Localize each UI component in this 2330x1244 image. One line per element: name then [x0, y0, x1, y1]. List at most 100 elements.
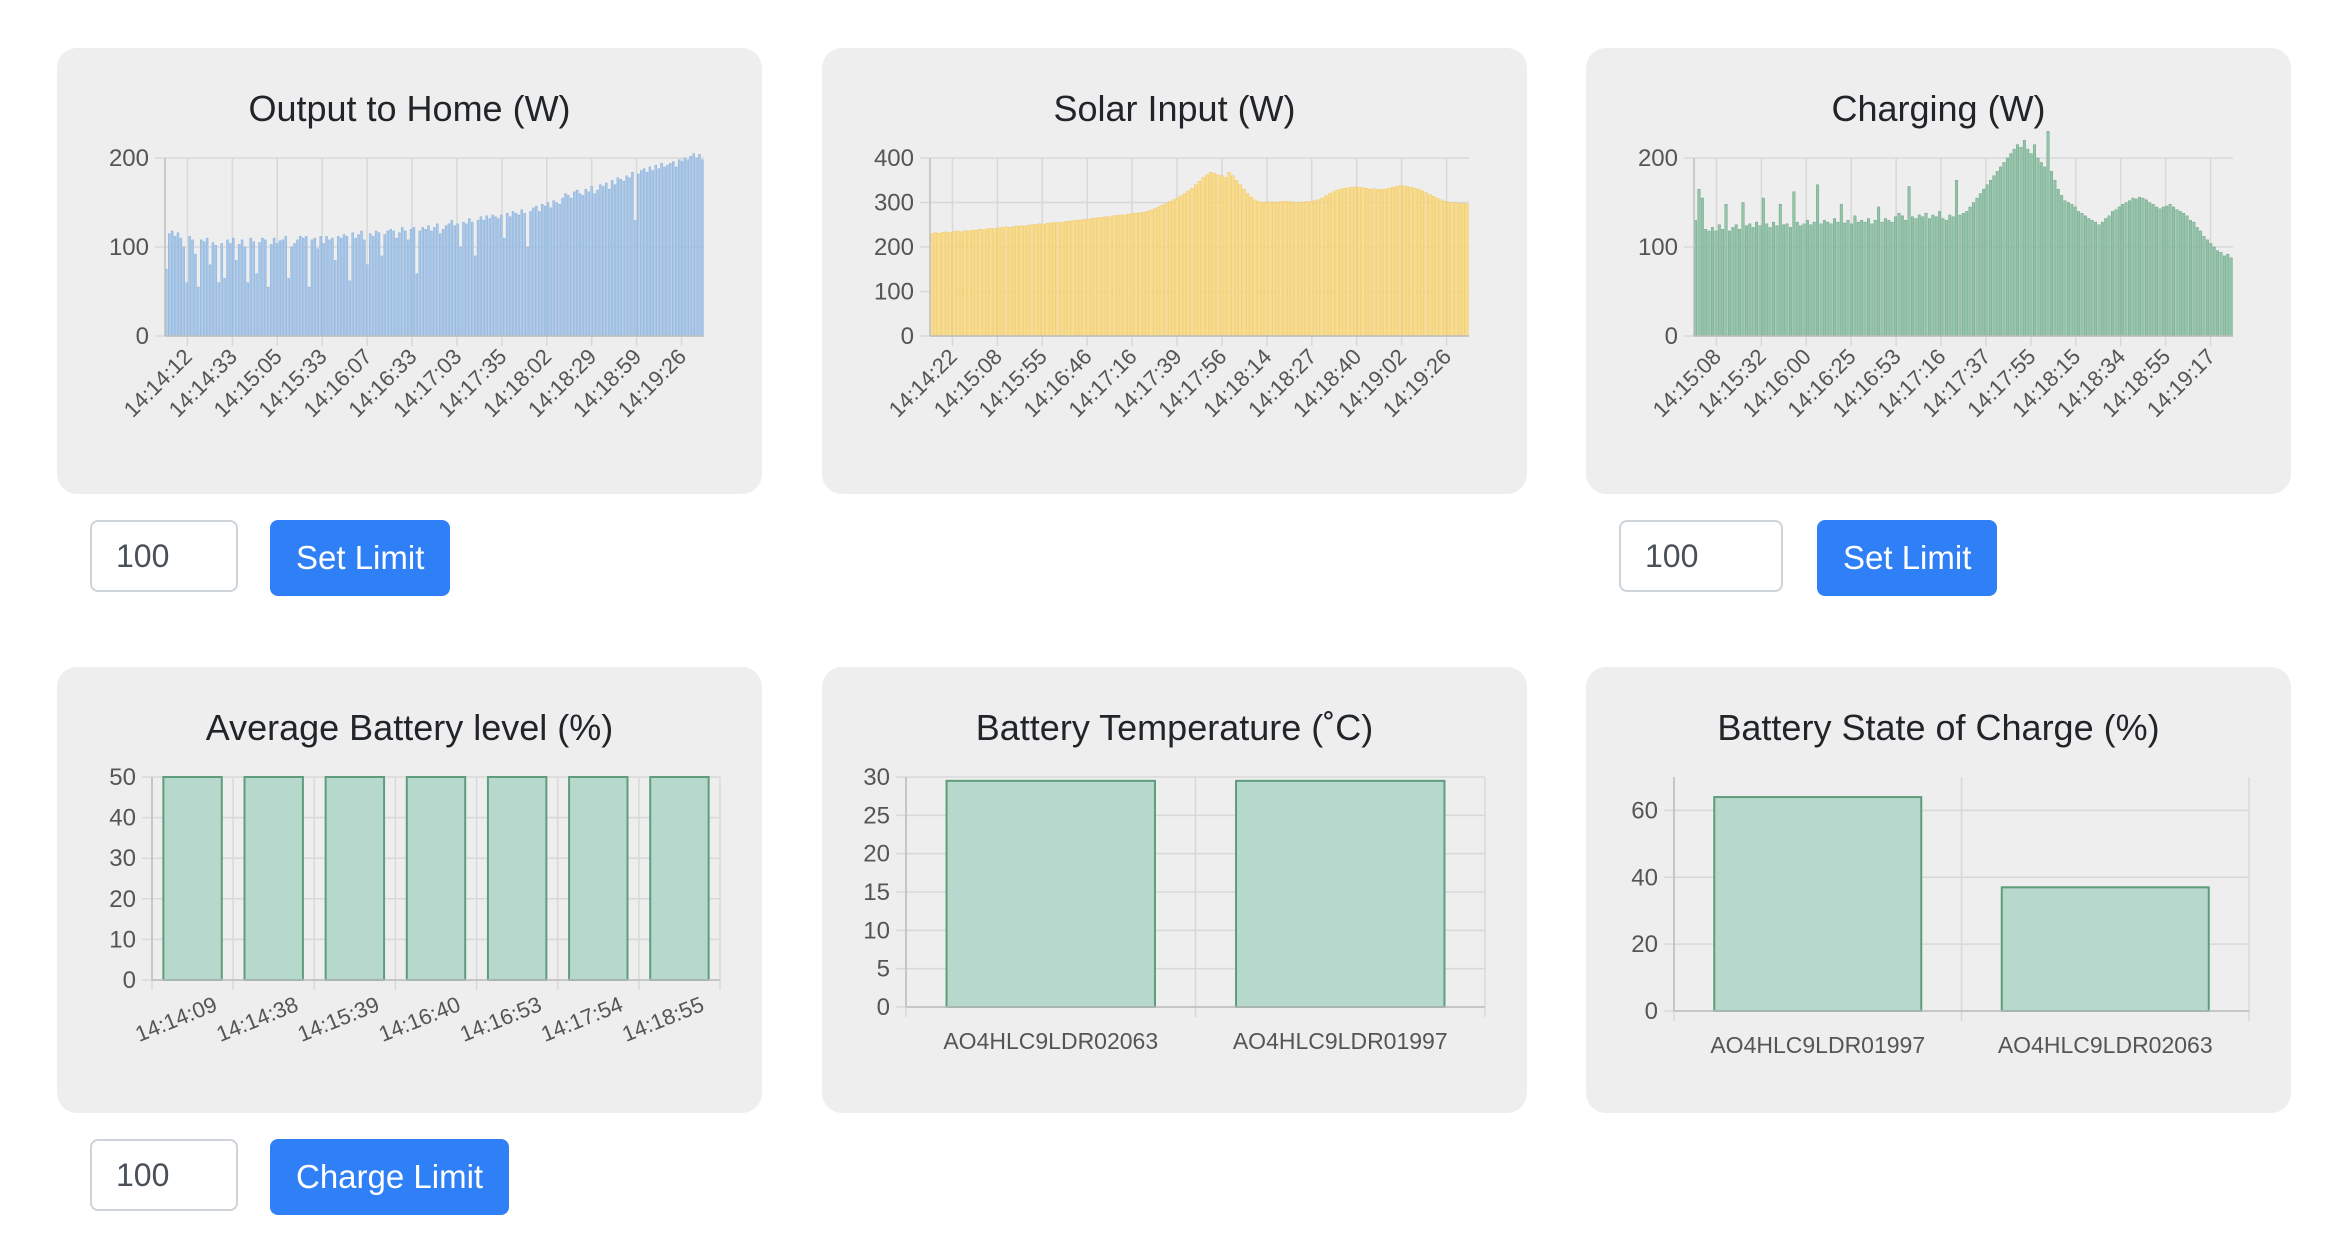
data-bar	[275, 243, 279, 337]
data-bar	[1350, 187, 1354, 337]
data-bar	[1063, 221, 1068, 337]
data-bar	[2070, 204, 2074, 337]
data-bar	[232, 237, 235, 337]
data-bar	[2066, 202, 2070, 337]
data-bar	[1968, 206, 1972, 337]
data-bar	[2168, 204, 2172, 337]
data-bar	[2104, 218, 2108, 337]
data-bar	[2141, 197, 2145, 337]
data-bar	[1194, 184, 1198, 337]
data-bar	[316, 248, 320, 337]
data-bar	[695, 157, 698, 337]
y-tick-label: 400	[874, 145, 914, 172]
data-bar	[2178, 211, 2182, 337]
data-bar	[993, 228, 997, 337]
data-bar	[2172, 206, 2175, 337]
set-charging-limit-button[interactable]: Set Limit	[1817, 520, 1998, 596]
data-bar	[307, 286, 311, 337]
data-bar	[689, 156, 692, 337]
data-bar	[1223, 177, 1227, 337]
output-limit-input[interactable]	[90, 520, 238, 592]
data-bar	[1201, 177, 1205, 337]
data-bar	[628, 177, 631, 337]
set-output-limit-button[interactable]: Set Limit	[270, 520, 451, 596]
charge-limit-input[interactable]	[90, 1139, 238, 1211]
data-bar	[1761, 197, 1765, 337]
data-bar	[173, 236, 177, 337]
data-bar	[302, 237, 305, 337]
data-bar	[322, 243, 325, 337]
data-bar	[1829, 223, 1833, 337]
data-bar	[296, 239, 299, 337]
data-bar	[1717, 224, 1721, 337]
data-bar	[1130, 213, 1135, 337]
data-bar	[319, 236, 322, 337]
data-bar	[1873, 220, 1877, 337]
data-bar	[497, 218, 500, 337]
data-bar	[168, 233, 171, 337]
data-bar	[552, 200, 556, 337]
y-tick-label: 200	[1638, 145, 1678, 172]
data-bar	[1298, 202, 1302, 337]
data-bar	[581, 195, 585, 337]
data-bar	[386, 230, 389, 337]
data-bar	[176, 232, 180, 337]
data-bar	[529, 211, 532, 337]
y-tick-label: 100	[109, 234, 149, 261]
data-bar	[505, 212, 509, 337]
data-bar	[532, 207, 535, 337]
data-bar	[2124, 202, 2128, 337]
charging-chart: 010020014:15:0814:15:3214:16:0014:16:251…	[1638, 131, 2233, 422]
data-bar	[1283, 200, 1287, 337]
data-bar	[476, 220, 480, 337]
data-bar	[310, 239, 314, 337]
data-bar	[2005, 157, 2009, 337]
data-bar	[660, 163, 663, 337]
data-bar	[1216, 174, 1220, 337]
data-bar	[243, 776, 304, 981]
data-bar	[1985, 184, 1989, 337]
data-bar	[1320, 197, 1324, 337]
data-bar	[369, 233, 372, 337]
data-bar	[602, 186, 605, 337]
data-bar	[2175, 209, 2179, 337]
data-bar	[1049, 222, 1053, 337]
data-bar	[1965, 211, 1969, 337]
data-bar	[2016, 144, 2020, 337]
data-bar	[1361, 187, 1365, 337]
data-bar	[1731, 227, 1735, 337]
data-bar	[1235, 779, 1446, 1009]
data-bar	[578, 193, 582, 337]
solar-input-card: Solar Input (W) 0 100 200 300 400 14:14:22 14:…	[822, 48, 1527, 494]
data-bar	[1428, 194, 1432, 337]
temperature-chart-title: Battery Temperature (˚C)	[975, 707, 1374, 748]
data-bar	[1461, 203, 1465, 337]
data-bar	[2077, 211, 2081, 337]
data-bar	[1145, 211, 1149, 337]
data-bar	[2195, 227, 2199, 337]
data-bar	[974, 229, 978, 337]
data-bar	[2216, 250, 2220, 337]
data-bar	[666, 164, 669, 337]
y-tick-label: 0	[123, 967, 136, 994]
data-bar	[328, 239, 331, 337]
output-to-home-card: Output to Home (W) 0 100 200 14:14:12 14:14:…	[57, 48, 762, 494]
data-bar	[616, 177, 620, 337]
data-bar	[674, 166, 678, 337]
data-bar	[1402, 185, 1406, 337]
data-bar	[2128, 200, 2131, 337]
data-bar	[967, 230, 971, 337]
data-bar	[1897, 212, 1901, 337]
charging-limit-input[interactable]	[1619, 520, 1783, 592]
x-tick-label: 14:16:53	[456, 991, 545, 1046]
data-bar	[1928, 218, 1931, 337]
y-tick-label: 20	[109, 886, 136, 913]
charging-card: Charging (W) 0 100 200 14:15:08 14:15:32 14:1…	[1586, 48, 2291, 494]
data-bar	[945, 779, 1156, 1009]
data-bar	[284, 236, 287, 337]
data-bar	[982, 229, 986, 337]
charge-limit-button[interactable]: Charge Limit	[270, 1139, 510, 1215]
data-bar	[1052, 222, 1056, 337]
data-bar	[2199, 230, 2203, 337]
data-bar	[1721, 228, 1725, 337]
